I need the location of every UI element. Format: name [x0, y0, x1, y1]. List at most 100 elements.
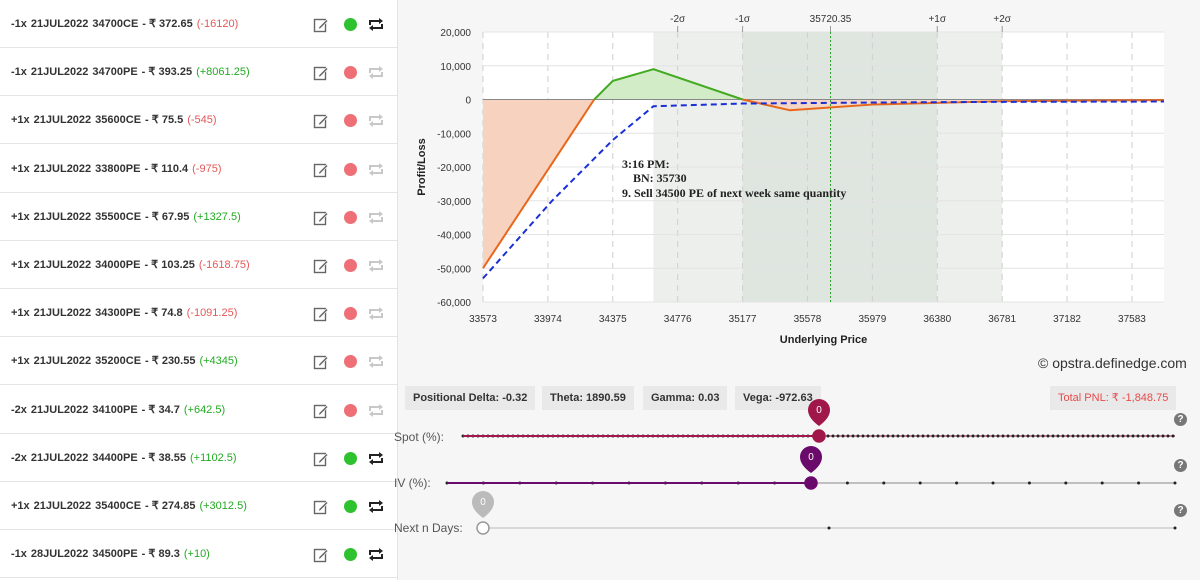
slider-step-dot — [1101, 434, 1105, 438]
total-pnl-value: Total PNL: ₹ -1,848.75 — [1058, 392, 1169, 404]
status-indicator[interactable] — [344, 162, 357, 176]
slider-step-dot — [1076, 434, 1080, 438]
slider-step-dot — [1011, 434, 1015, 438]
slider-step-dot — [1096, 434, 1100, 438]
edit-icon[interactable] — [313, 306, 329, 322]
spot-slider-label: Spot (%): — [394, 430, 445, 444]
slider-step-dot — [1146, 434, 1150, 438]
edit-icon[interactable] — [313, 17, 329, 33]
edit-icon[interactable] — [313, 547, 329, 563]
repeat-icon[interactable] — [367, 64, 385, 81]
edit-icon[interactable] — [313, 162, 329, 178]
chart-annotation-line: 3:16 PM: — [622, 157, 670, 171]
chart-annotation-line: BN: 35730 — [633, 171, 687, 185]
position-row: +1x 21JUL2022 35400CE - ₹ 274.85 (+3012.5) — [0, 482, 398, 530]
status-indicator[interactable] — [344, 355, 357, 369]
sigma-marker-label: -2σ — [670, 14, 686, 25]
position-pnl: (-1091.25) — [186, 307, 238, 320]
iv-slider-handle[interactable] — [804, 476, 818, 490]
iv-value-bubble — [800, 446, 822, 473]
position-qty: -1x — [11, 66, 27, 79]
slider-step-dot — [882, 481, 886, 485]
slider-step-dot — [976, 434, 980, 438]
position-description: +1x 21JUL2022 34300PE - ₹ 74.8 (-1091.25) — [11, 306, 237, 319]
x-tick-label: 35177 — [729, 314, 757, 325]
spot-slider-handle[interactable] — [812, 429, 826, 443]
position-qty: +1x — [11, 500, 30, 512]
slider-step-dot — [971, 434, 975, 438]
slider-step-dot — [1051, 434, 1055, 438]
position-pnl: (+3012.5) — [199, 500, 247, 512]
repeat-icon[interactable] — [367, 161, 385, 178]
edit-icon[interactable] — [313, 65, 329, 81]
status-indicator[interactable] — [344, 403, 357, 417]
slider-step-dot — [901, 434, 905, 438]
status-indicator[interactable] — [344, 451, 357, 465]
repeat-icon[interactable] — [367, 402, 385, 419]
help-icon[interactable]: ? — [1174, 459, 1187, 472]
position-qty: +1x — [11, 355, 30, 368]
help-icon[interactable]: ? — [1174, 413, 1187, 426]
position-pnl: (+10) — [183, 548, 210, 561]
help-icon[interactable]: ? — [1174, 504, 1187, 517]
slider-step-dot — [881, 434, 885, 438]
repeat-icon[interactable] — [367, 498, 385, 515]
edit-icon[interactable] — [313, 451, 329, 467]
position-row: -2x 21JUL2022 34400PE - ₹ 38.55 (+1102.5) — [0, 434, 398, 482]
repeat-icon[interactable] — [367, 257, 385, 274]
slider-step-dot — [1136, 434, 1140, 438]
spot-slider[interactable]: 0 — [461, 399, 1176, 443]
slider-step-dot — [1137, 481, 1141, 485]
position-row: -1x 21JUL2022 34700CE - ₹ 372.65 (-16120) — [0, 0, 398, 48]
slider-step-dot — [1173, 481, 1177, 485]
position-strike: 35200CE — [95, 355, 142, 368]
slider-step-dot — [946, 434, 950, 438]
repeat-icon[interactable] — [367, 353, 385, 370]
slider-step-dot — [955, 481, 959, 485]
spot-value-bubble — [808, 399, 830, 426]
repeat-icon[interactable] — [367, 546, 385, 563]
status-indicator[interactable] — [344, 500, 357, 513]
slider-step-dot — [911, 434, 915, 438]
status-indicator[interactable] — [344, 18, 357, 31]
repeat-icon[interactable] — [367, 450, 385, 467]
position-expiry: 21JUL2022 — [30, 451, 89, 464]
position-row: +1x 21JUL2022 35200CE - ₹ 230.55 (+4345) — [0, 337, 398, 386]
slider-step-dot — [1141, 434, 1145, 438]
status-indicator[interactable] — [344, 114, 357, 128]
x-tick-label: 37182 — [1053, 314, 1081, 325]
position-qty: +1x — [11, 307, 30, 320]
slider-step-dot — [1121, 434, 1125, 438]
slider-step-dot — [1126, 434, 1130, 438]
slider-step-dot — [1131, 434, 1135, 438]
position-pnl: (+1102.5) — [189, 451, 237, 464]
days-slider[interactable]: 0 — [472, 491, 1177, 535]
edit-icon[interactable] — [313, 210, 329, 226]
edit-icon[interactable] — [313, 258, 329, 274]
status-indicator[interactable] — [344, 307, 357, 321]
slider-step-dot — [926, 434, 930, 438]
edit-icon[interactable] — [313, 113, 329, 129]
status-indicator[interactable] — [344, 210, 357, 224]
status-indicator[interactable] — [344, 259, 357, 272]
status-indicator[interactable] — [344, 66, 357, 80]
x-axis-title: Underlying Price — [780, 334, 867, 346]
slider-step-dot — [931, 434, 935, 438]
slider-step-dot — [1086, 434, 1090, 438]
position-price: - ₹ 230.55 — [145, 355, 196, 368]
slider-step-dot — [966, 434, 970, 438]
edit-icon[interactable] — [313, 403, 329, 419]
iv-slider[interactable]: 0 — [445, 446, 1177, 490]
position-price: - ₹ 393.25 — [141, 66, 193, 79]
repeat-icon[interactable] — [367, 112, 385, 129]
days-slider-handle[interactable] — [476, 521, 490, 535]
position-description: +1x 21JUL2022 35200CE - ₹ 230.55 (+4345) — [11, 354, 238, 367]
edit-icon[interactable] — [313, 499, 329, 515]
repeat-icon[interactable] — [367, 209, 385, 226]
repeat-icon[interactable] — [367, 305, 385, 322]
status-indicator[interactable] — [344, 548, 357, 562]
payoff-chart: 20,000 10,000 0 -10,000 -20,000 -30,000 -40,00… — [416, 14, 1165, 346]
slider-step-dot — [1081, 434, 1085, 438]
edit-icon[interactable] — [313, 354, 329, 370]
repeat-icon[interactable] — [367, 16, 385, 33]
